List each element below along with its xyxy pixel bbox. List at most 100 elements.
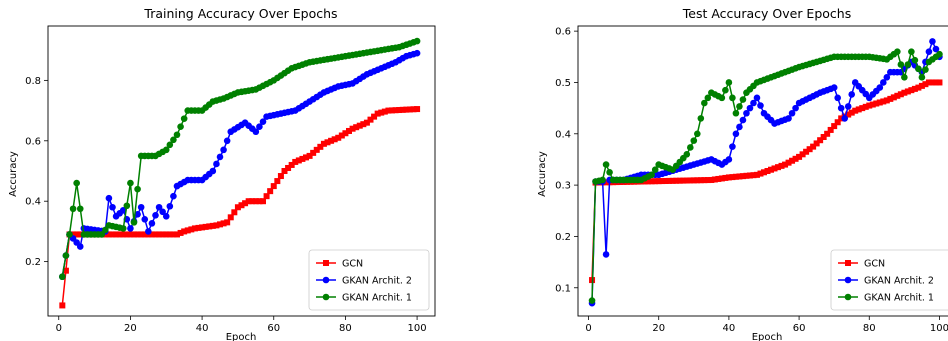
data-point — [697, 177, 704, 184]
data-point — [722, 86, 729, 94]
legend-entry: GCN — [838, 259, 885, 270]
y-tick-label: 0.1 — [555, 283, 571, 294]
data-point — [62, 267, 69, 274]
data-point — [739, 96, 747, 103]
data-point — [883, 74, 891, 81]
data-point — [925, 48, 933, 55]
data-point — [915, 65, 922, 73]
x-tick-label: 60 — [267, 323, 280, 334]
data-point — [732, 109, 740, 117]
series-line — [61, 52, 418, 277]
data-point — [904, 61, 912, 68]
data-point — [295, 157, 302, 164]
data-point — [824, 130, 831, 137]
data-point — [310, 149, 317, 156]
data-point — [134, 210, 141, 218]
data-point — [827, 126, 834, 133]
data-point — [848, 91, 856, 98]
data-point — [725, 79, 733, 86]
y-tick-label: 0.4 — [555, 129, 571, 140]
data-point — [789, 157, 796, 164]
plot-frame — [47, 25, 436, 317]
data-point — [848, 109, 855, 116]
data-point — [711, 176, 718, 183]
data-point — [238, 202, 245, 209]
data-point — [855, 106, 862, 113]
data-point — [317, 143, 324, 150]
data-point — [862, 103, 869, 110]
legend-entry: GKAN Archit. 2 — [316, 276, 412, 287]
data-point — [109, 231, 116, 238]
data-point — [932, 79, 939, 86]
data-point — [134, 231, 141, 238]
data-point — [897, 91, 904, 98]
data-point — [806, 146, 813, 153]
data-point — [830, 84, 838, 91]
data-point — [750, 172, 757, 179]
data-point — [645, 178, 652, 185]
data-point — [381, 108, 388, 115]
data-point — [131, 231, 137, 238]
data-point — [385, 107, 392, 114]
data-point — [768, 166, 775, 173]
data-point — [757, 170, 764, 177]
data-point — [876, 84, 884, 91]
data-point — [852, 107, 859, 114]
legend-box — [830, 249, 948, 311]
data-point — [216, 153, 224, 161]
data-point — [922, 81, 929, 88]
y-axis-label: Accuracy — [8, 151, 19, 197]
data-point — [162, 146, 170, 154]
plot-frame — [577, 25, 948, 317]
data-point — [223, 137, 231, 145]
data-point — [242, 200, 249, 207]
data-point — [729, 174, 736, 181]
legend: GCN GKAN Archit. 2 GKAN Archit. 1 — [308, 249, 430, 311]
data-point — [810, 143, 817, 150]
data-point — [897, 61, 905, 68]
data-point — [704, 94, 712, 102]
data-point — [694, 130, 701, 138]
data-point — [778, 162, 785, 169]
data-point — [732, 173, 739, 180]
data-point — [220, 146, 227, 154]
data-point — [739, 116, 747, 124]
data-point — [837, 104, 845, 112]
chart-title: Test Accuracy Over Epochs — [682, 6, 851, 21]
data-point — [410, 106, 417, 113]
data-point — [845, 111, 852, 118]
data-point — [105, 231, 112, 238]
data-point — [606, 168, 613, 176]
data-point — [739, 173, 746, 180]
data-point — [303, 154, 309, 161]
data-point — [697, 115, 705, 122]
data-point — [220, 220, 227, 227]
data-point — [156, 231, 163, 238]
data-point — [170, 192, 177, 200]
data-point — [785, 115, 792, 122]
data-point — [259, 118, 267, 125]
data-point — [911, 56, 919, 64]
data-point — [782, 161, 789, 168]
series-gkan-archit-1 — [59, 37, 421, 281]
x-tick-label: 80 — [863, 323, 876, 334]
data-point — [764, 168, 771, 174]
legend-marker — [322, 293, 330, 301]
data-point — [66, 231, 73, 238]
data-point — [166, 141, 174, 149]
data-point — [245, 198, 252, 205]
data-point — [163, 231, 170, 238]
data-point — [141, 216, 149, 223]
data-point — [936, 50, 943, 58]
data-point — [184, 227, 191, 234]
data-point — [908, 87, 915, 94]
data-point — [152, 231, 159, 238]
training-accuracy-chart: Training Accuracy Over Epochs Epoch Accu… — [8, 6, 436, 341]
y-tick-label: 0.2 — [25, 257, 41, 268]
data-point — [894, 92, 901, 99]
data-point — [722, 174, 729, 181]
legend: GCN GKAN Archit. 2 GKAN Archit. 1 — [830, 249, 948, 311]
data-point — [792, 104, 799, 112]
data-point — [138, 231, 145, 238]
